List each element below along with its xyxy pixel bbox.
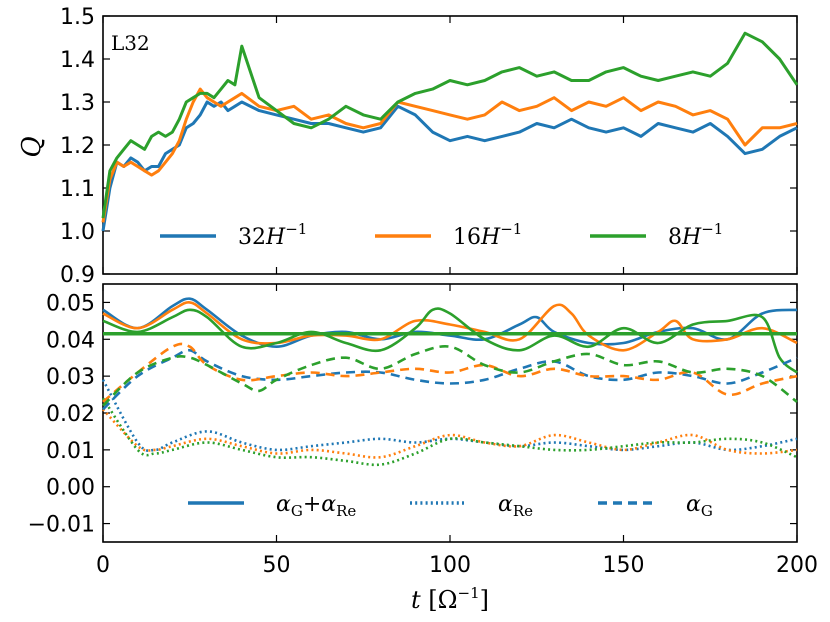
alpha-series-line	[102, 342, 798, 403]
top-y-tick-label: 0.9	[60, 263, 95, 288]
legend-label: αRe	[498, 492, 533, 520]
alpha-series-line	[102, 307, 798, 374]
alpha-series-line	[102, 297, 798, 349]
legend-label: 16H−1	[453, 220, 522, 250]
legend-label: αG+αRe	[276, 492, 356, 520]
top-series-group	[101, 31, 799, 232]
x-tick-label: 100	[429, 553, 471, 578]
top-y-ticks: 0.9 1.0 1.1 1.2 1.3 1.4 1.5	[60, 5, 798, 288]
bottom-series-group	[101, 297, 798, 467]
bottom-y-tick-label: 0.03	[46, 365, 95, 390]
x-tick-label: 150	[603, 553, 645, 578]
x-axis-label: t [Ω−1]	[411, 584, 489, 614]
alpha-series-line	[101, 397, 798, 467]
top-y-tick-label: 1.1	[60, 177, 95, 202]
x-tick-label: 0	[96, 553, 110, 578]
legend-label: 8H−1	[668, 220, 723, 250]
q-series-line	[101, 100, 798, 232]
top-panel: 0.9 1.0 1.1 1.2 1.3 1.4 1.5 L32 Q 32H−1 16H−1 8H…	[17, 5, 799, 288]
q-series-line	[101, 31, 799, 219]
top-legend: 32H−1 16H−1 8H−1	[160, 220, 723, 250]
alpha-series-line	[101, 379, 798, 452]
x-tick-label: 50	[263, 553, 291, 578]
bottom-y-tick-label: 0.01	[46, 439, 95, 464]
bottom-y-tick-label: 0.00	[46, 476, 95, 501]
bottom-panel: −0.01 0.00 0.01 0.02 0.03 0.04 0.05 0 50 100 150 20…	[28, 283, 818, 614]
top-y-tick-label: 1.5	[60, 5, 95, 30]
top-y-tick-label: 1.2	[60, 134, 95, 159]
top-y-tick-label: 1.0	[60, 220, 95, 245]
bottom-y-tick-label: 0.04	[46, 328, 95, 353]
bottom-legend: αG+αRe αRe αG	[188, 492, 713, 520]
x-tick-label: 200	[776, 553, 818, 578]
alpha-series-line	[102, 345, 798, 407]
bottom-y-tick-label: 0.05	[46, 291, 95, 316]
top-y-tick-label: 1.3	[60, 91, 95, 116]
top-y-tick-label: 1.4	[60, 48, 95, 73]
legend-label: 32H−1	[238, 220, 307, 250]
bottom-ticks: −0.01 0.00 0.01 0.02 0.03 0.04 0.05 0 50 100 150 20…	[28, 284, 818, 578]
q-series-line	[101, 87, 798, 223]
legend-label: αG	[686, 492, 713, 520]
alpha-series-line	[102, 348, 798, 411]
alpha-series-line	[102, 408, 798, 459]
bottom-y-tick-label: 0.02	[46, 402, 95, 427]
panel-label: L32	[111, 31, 150, 55]
bottom-y-tick-label: −0.01	[28, 513, 95, 538]
top-y-axis-label: Q	[17, 136, 47, 157]
